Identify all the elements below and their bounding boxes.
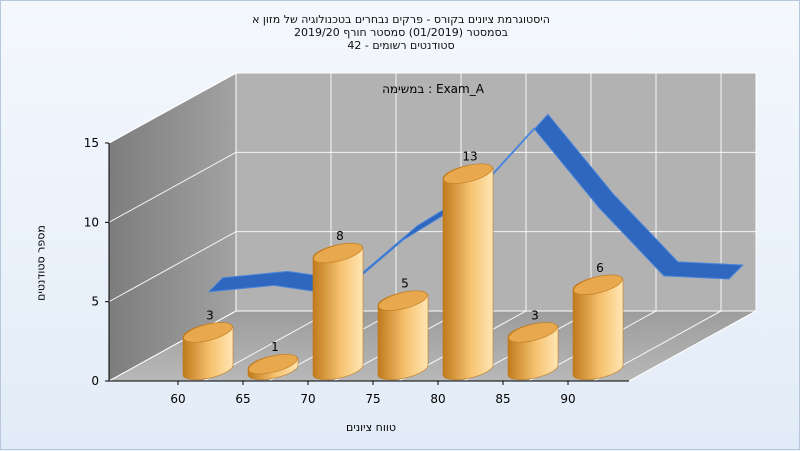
bar-body xyxy=(442,163,494,380)
y-tick-label: 0 xyxy=(91,374,99,388)
chart-bars-layer: 3 1 8 5 13 3 6 xyxy=(182,150,624,380)
bar-cap xyxy=(508,322,558,343)
x-tick-label: 65 xyxy=(235,392,250,406)
y-axis-title: מספר סטודנטים xyxy=(34,225,48,301)
bar-cap xyxy=(443,163,493,184)
bar: 13 xyxy=(442,150,494,380)
bar: 3 xyxy=(182,308,234,380)
bar-cap xyxy=(378,290,428,311)
bar-cap xyxy=(313,242,363,264)
x-tick-label: 75 xyxy=(365,392,380,406)
chart-title-line-2: בסמסטר (01/2019) סמסטר חורף 2019/20 xyxy=(294,26,508,39)
bar: 6 xyxy=(572,261,624,380)
chart-legend-label: במשימה : Exam_A xyxy=(382,82,485,96)
x-tick-label: 80 xyxy=(430,392,445,406)
bar-cap xyxy=(183,322,233,343)
x-tick-label: 90 xyxy=(560,392,575,406)
bar-body xyxy=(312,243,364,380)
bar-value-label: 3 xyxy=(531,308,539,322)
bar: 8 xyxy=(312,229,364,380)
chart-title-line-3: סטודנטים רשומים - 42 xyxy=(347,39,455,52)
y-tick-label: 5 xyxy=(91,295,99,309)
bar: 5 xyxy=(377,277,429,380)
bar-cap xyxy=(573,274,623,295)
x-tick-label: 85 xyxy=(495,392,510,406)
bar: 3 xyxy=(507,308,559,380)
bar-value-label: 13 xyxy=(462,150,477,164)
grid-line-side xyxy=(108,151,237,223)
bar: 1 xyxy=(247,340,299,380)
x-tick-label: 60 xyxy=(170,392,185,406)
bar-value-label: 6 xyxy=(596,261,604,275)
grid-line-side xyxy=(108,231,237,303)
bar-value-label: 3 xyxy=(206,308,214,322)
bar-body xyxy=(572,274,624,380)
chart-title-line-1: היסטוגרמת ציונים בקורס - פרקים נבחרים בט… xyxy=(252,13,550,26)
x-axis-title-text: טווח ציונים xyxy=(346,421,396,434)
bar-body xyxy=(377,290,429,380)
grid-line-side xyxy=(108,72,237,144)
y-tick-label: 10 xyxy=(84,215,99,229)
x-tick-label: 70 xyxy=(300,392,315,406)
bar-value-label: 1 xyxy=(271,340,279,354)
bar-value-label: 5 xyxy=(401,277,409,291)
y-tick-label: 15 xyxy=(84,136,99,150)
bar-cap xyxy=(248,353,298,375)
bar-value-label: 8 xyxy=(336,229,344,243)
